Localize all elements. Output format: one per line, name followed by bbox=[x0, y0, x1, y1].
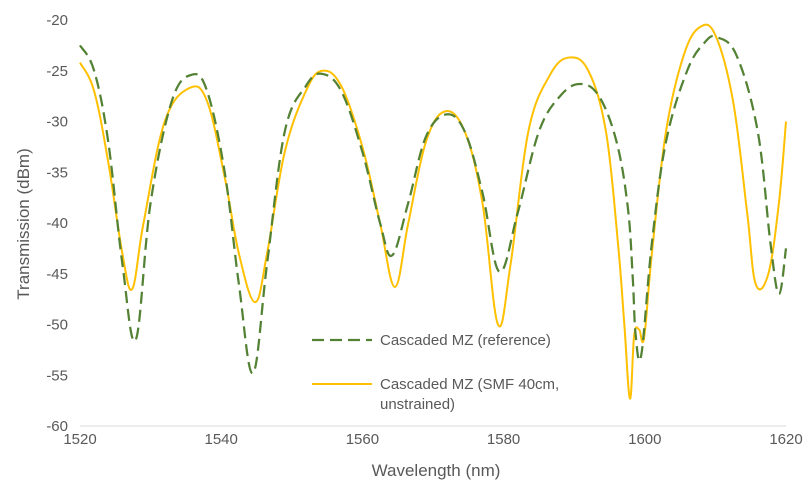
y-tick-label: -40 bbox=[46, 215, 68, 232]
x-tick-label: 1520 bbox=[63, 431, 96, 448]
y-tick-label: -60 bbox=[46, 418, 68, 435]
y-tick-label: -30 bbox=[46, 114, 68, 131]
y-axis-title: Transmission (dBm) bbox=[14, 148, 33, 299]
x-axis-title: Wavelength (nm) bbox=[372, 461, 501, 480]
series-lines bbox=[79, 23, 788, 400]
x-tick-label: 1600 bbox=[628, 431, 661, 448]
legend-label-1: Cascaded MZ (SMF 40cm, unstrained) bbox=[380, 376, 559, 413]
legend-label-0: Cascaded MZ (reference) bbox=[380, 332, 551, 349]
y-tick-label: -20 bbox=[46, 12, 68, 29]
x-tick-label: 1580 bbox=[487, 431, 520, 448]
x-tick-label: 1540 bbox=[205, 431, 238, 448]
y-tick-label: -55 bbox=[46, 367, 68, 384]
y-tick-label: -50 bbox=[46, 317, 68, 334]
y-tick-label: -35 bbox=[46, 164, 68, 181]
y-tick-label: -25 bbox=[46, 63, 68, 80]
legend: Cascaded MZ (reference) Cascaded MZ (SMF … bbox=[312, 332, 559, 413]
series-line-1 bbox=[79, 23, 787, 400]
tick-labels: 1520 1540 1560 1580 1600 1620 -60 -55 -50 -45 -40 -… bbox=[46, 12, 802, 448]
y-tick-label: -45 bbox=[46, 266, 68, 283]
series-line-0 bbox=[79, 35, 788, 375]
x-tick-label: 1620 bbox=[769, 431, 802, 448]
x-tick-label: 1560 bbox=[346, 431, 379, 448]
